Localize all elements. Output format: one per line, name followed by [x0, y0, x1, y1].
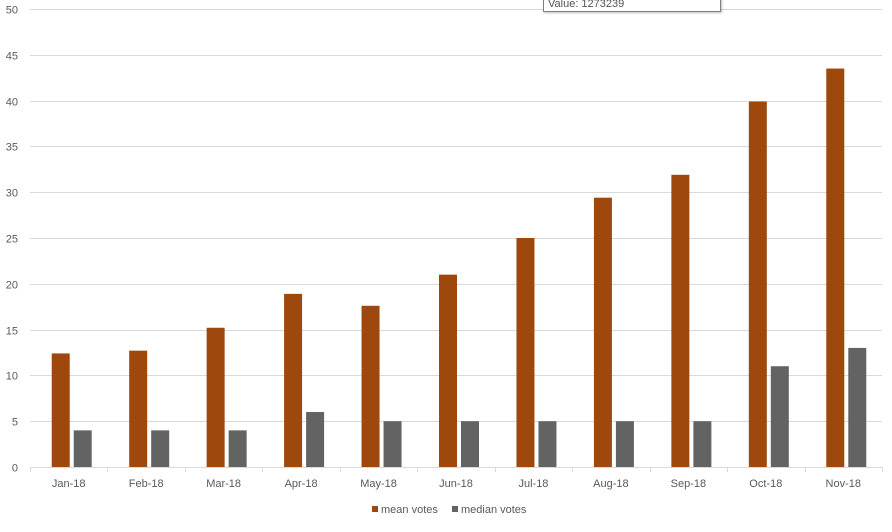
y-tick-label: 50: [6, 5, 18, 17]
bar-median-votes-Aug-18[interactable]: [615, 421, 634, 467]
y-tick-label: 20: [6, 280, 18, 292]
gridlines: [30, 9, 882, 422]
x-tick-label: Nov-18: [826, 478, 861, 490]
bar-median-votes-Jan-18[interactable]: [73, 430, 92, 467]
legend-label-mean-votes: mean votes: [381, 504, 438, 516]
x-tick-label: Jul-18: [518, 478, 548, 490]
y-tick-label: 15: [6, 326, 18, 338]
y-axis-ticks: 0 5 10 15 20 25 30 35 40 45 50: [6, 5, 18, 475]
bar-median-votes-Jun-18[interactable]: [461, 421, 479, 467]
x-tick-label: Jun-18: [439, 478, 473, 490]
bar-median-votes-Apr-18[interactable]: [306, 412, 325, 467]
bar-mean-votes-Aug-18[interactable]: [593, 197, 612, 468]
x-tick-label: May-18: [360, 478, 397, 490]
bar-median-votes-Feb-18[interactable]: [151, 430, 170, 467]
y-tick-label: 35: [6, 142, 18, 154]
y-tick-label: 5: [12, 417, 18, 429]
x-tick-label: Apr-18: [285, 478, 318, 490]
x-tick-label: Oct-18: [749, 478, 782, 490]
legend-swatch-median-votes: [452, 506, 458, 512]
x-axis: Jan-18 Feb-18 Mar-18 Apr-18 May-18 Jun-18 Jul-…: [30, 467, 883, 490]
x-tick-label: Feb-18: [129, 478, 164, 490]
bar-median-votes-Mar-18[interactable]: [228, 430, 247, 467]
bar-median-votes-Oct-18[interactable]: [770, 366, 789, 467]
bar-mean-votes-Sep-18[interactable]: [671, 174, 690, 467]
bar-median-votes-Jul-18[interactable]: [538, 421, 557, 467]
value-tooltip: Value: 1273239: [543, 0, 721, 12]
legend: mean votes median votes: [372, 504, 527, 516]
x-tick-label: Sep-18: [671, 478, 706, 490]
y-tick-label: 10: [6, 371, 18, 383]
bar-median-votes-Sep-18[interactable]: [693, 421, 712, 467]
bar-median-votes-May-18[interactable]: [383, 421, 402, 467]
y-tick-label: 0: [12, 463, 18, 475]
y-tick-label: 30: [6, 188, 18, 200]
y-tick-label: 25: [6, 234, 18, 246]
bar-mean-votes-Oct-18[interactable]: [748, 101, 767, 468]
bar-mean-votes-Jan-18[interactable]: [51, 353, 70, 467]
bars: [51, 68, 867, 468]
x-tick-label: Mar-18: [206, 478, 241, 490]
x-tick-label: Jan-18: [52, 478, 86, 490]
bar-mean-votes-Mar-18[interactable]: [206, 327, 225, 467]
bar-mean-votes-Jun-18[interactable]: [439, 274, 457, 467]
bar-mean-votes-May-18[interactable]: [361, 305, 380, 467]
legend-swatch-mean-votes: [372, 506, 378, 512]
bar-mean-votes-Feb-18[interactable]: [129, 350, 148, 467]
bar-median-votes-Nov-18[interactable]: [848, 347, 867, 467]
y-tick-label: 45: [6, 51, 18, 63]
bar-mean-votes-Apr-18[interactable]: [284, 293, 303, 467]
legend-label-median-votes: median votes: [461, 504, 527, 516]
bar-mean-votes-Nov-18[interactable]: [826, 68, 845, 467]
x-tick-label: Aug-18: [593, 478, 628, 490]
y-tick-label: 40: [6, 97, 18, 109]
bar-mean-votes-Jul-18[interactable]: [516, 238, 535, 467]
